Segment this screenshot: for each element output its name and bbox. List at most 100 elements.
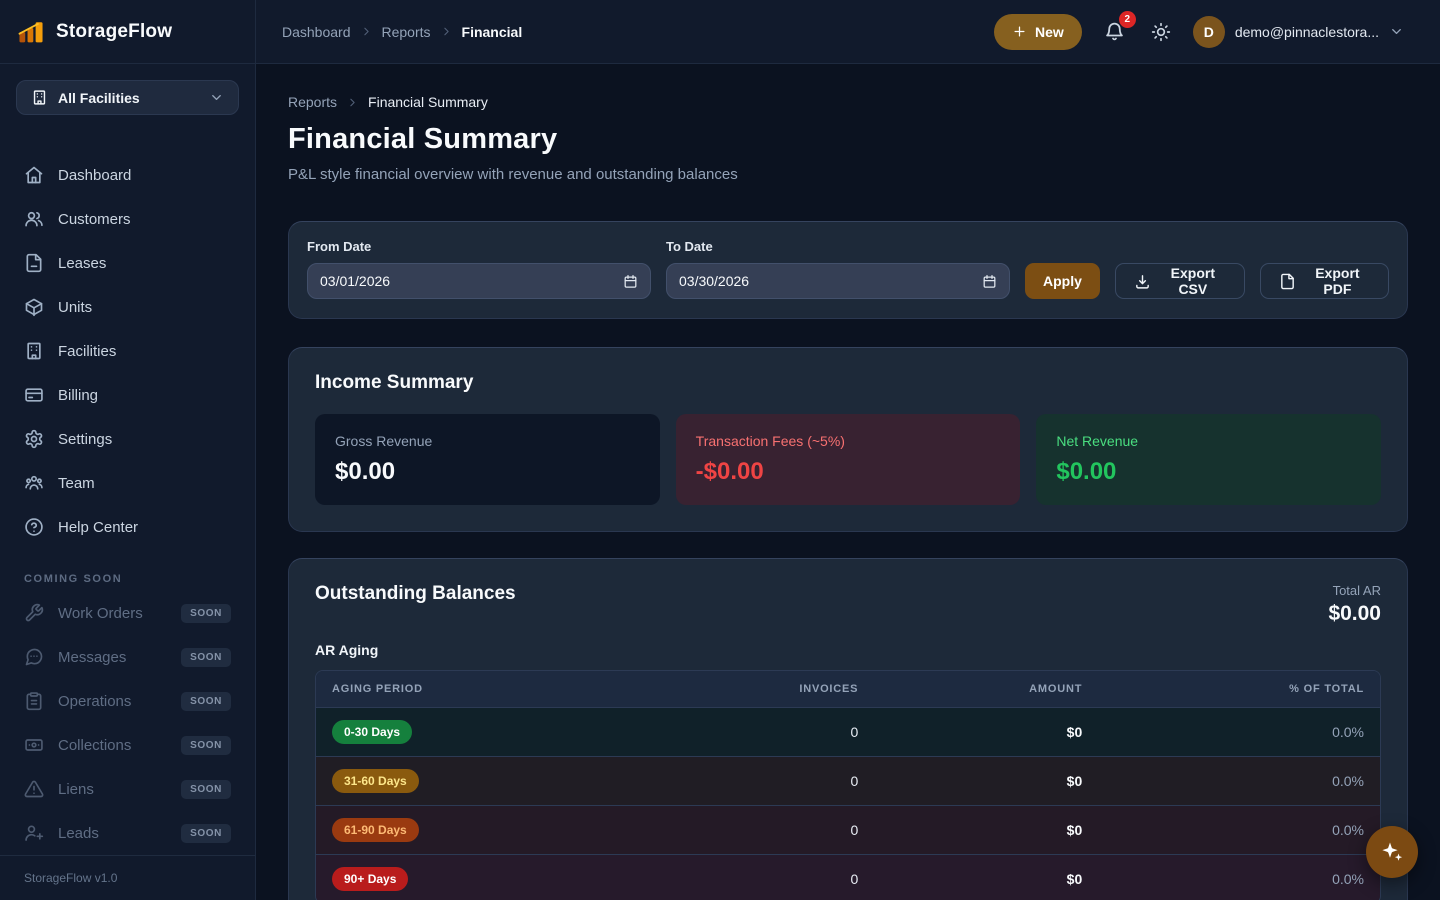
brand-name: StorageFlow (56, 20, 173, 42)
invoices-cell: 0 (850, 724, 859, 740)
new-button[interactable]: New (994, 13, 1082, 50)
plus-icon (1012, 24, 1027, 39)
soon-badge: SOON (181, 735, 231, 755)
total-ar-label: Total AR (1332, 583, 1381, 598)
income-stats: Gross Revenue $0.00 Transaction Fees (~5… (315, 414, 1382, 505)
to-date-value: 03/30/2026 (679, 273, 750, 289)
soon-badge: SOON (181, 779, 231, 799)
header-breadcrumb: Dashboard Reports Financial (256, 24, 522, 40)
stat-label: Net Revenue (1056, 433, 1139, 449)
sidebar-item-facilities[interactable]: Facilities (0, 329, 255, 373)
chevron-down-icon (209, 90, 224, 105)
sidebar-item-collections: Collections SOON (0, 723, 255, 767)
income-summary-card: Income Summary Gross Revenue $0.00 Trans… (288, 347, 1408, 532)
user-menu[interactable]: D demo@pinnaclestora... (1192, 15, 1404, 48)
app-version: StorageFlow v1.0 (0, 855, 255, 900)
breadcrumb-reports[interactable]: Reports (288, 94, 338, 110)
aging-period-cell: 0-30 Days (332, 720, 683, 744)
outstanding-title: Outstanding Balances (315, 583, 516, 604)
bell-icon (1104, 21, 1125, 42)
pct-cell: 0.0% (1332, 871, 1364, 887)
theme-toggle-button[interactable] (1147, 18, 1175, 46)
stat-value: $0.00 (335, 458, 396, 485)
users-icon (24, 209, 44, 229)
sidebar: All Facilities Dashboard Customers Lease… (0, 64, 256, 900)
table-row: 31-60 Days 0 $0 0.0% (316, 756, 1380, 805)
to-date-input[interactable]: 03/30/2026 (666, 263, 1010, 299)
notification-badge: 2 (1118, 11, 1136, 28)
calendar-icon[interactable] (982, 274, 997, 289)
sidebar-item-help-center[interactable]: Help Center (0, 505, 255, 549)
outstanding-header: Outstanding Balances Total AR $0.00 (315, 583, 1381, 626)
sidebar-item-billing[interactable]: Billing (0, 373, 255, 417)
sidebar-item-dashboard[interactable]: Dashboard (0, 153, 255, 197)
pct-cell: 0.0% (1332, 724, 1364, 740)
sidebar-item-leases[interactable]: Leases (0, 241, 255, 285)
facility-selector[interactable]: All Facilities (16, 80, 239, 115)
sidebar-item-team[interactable]: Team (0, 461, 255, 505)
sidebar-item-label: Customers (58, 210, 131, 228)
sidebar-item-units[interactable]: Units (0, 285, 255, 329)
export-csv-label: Export CSV (1170, 265, 1216, 297)
table-header-row: AGING PERIOD INVOICES AMOUNT % OF TOTAL (316, 671, 1380, 707)
breadcrumb-dashboard[interactable]: Dashboard (282, 23, 351, 40)
assistant-fab[interactable] (1366, 826, 1418, 878)
breadcrumb-financial-summary: Financial Summary (368, 94, 488, 110)
breadcrumb-reports[interactable]: Reports (381, 23, 431, 40)
chevron-down-icon (1389, 24, 1404, 39)
sidebar-item-messages: Messages SOON (0, 635, 255, 679)
filter-bar: From Date 03/01/2026 To Date 03/30/2026 … (288, 221, 1408, 319)
col-pct-of-total: % OF TOTAL (1289, 683, 1364, 695)
stat-label: Gross Revenue (335, 433, 433, 449)
from-date-label: From Date (307, 239, 372, 254)
amount-cell: $0 (1066, 773, 1083, 789)
sidebar-coming-soon-nav: Work Orders SOON Messages SOON Operation… (0, 591, 255, 855)
sidebar-item-label: Collections (58, 736, 132, 754)
top-header: StorageFlow Dashboard Reports Financial … (0, 0, 1440, 64)
aging-period-cell: 90+ Days (332, 867, 683, 891)
soon-badge: SOON (181, 823, 231, 843)
topbar-actions: New 2 D demo@pinnaclestora... (994, 11, 1440, 50)
calendar-icon[interactable] (623, 274, 638, 289)
total-ar: Total AR $0.00 (1328, 583, 1381, 626)
stat-value: -$0.00 (695, 458, 764, 485)
sidebar-item-label: Work Orders (58, 604, 143, 622)
brand[interactable]: StorageFlow (0, 0, 256, 63)
apply-button[interactable]: Apply (1025, 263, 1100, 299)
aging-badge: 61-90 Days (332, 818, 419, 842)
sidebar-item-leads: Leads SOON (0, 811, 255, 855)
sidebar-item-label: Help Center (58, 518, 139, 536)
from-date-input[interactable]: 03/01/2026 (307, 263, 651, 299)
export-csv-button[interactable]: Export CSV (1114, 263, 1245, 299)
to-date-label: To Date (666, 239, 713, 254)
aging-badge: 31-60 Days (332, 769, 419, 793)
notifications-button[interactable]: 2 (1100, 11, 1136, 46)
message-icon (24, 647, 44, 667)
sidebar-item-customers[interactable]: Customers (0, 197, 255, 241)
outstanding-balances-card: Outstanding Balances Total AR $0.00 AR A… (288, 558, 1408, 900)
col-invoices: INVOICES (799, 683, 859, 695)
sidebar-item-label: Billing (58, 386, 99, 404)
credit-card-icon (24, 385, 44, 405)
sidebar-item-label: Team (58, 474, 95, 492)
table-row: 0-30 Days 0 $0 0.0% (316, 707, 1380, 756)
breadcrumb-financial: Financial (461, 23, 523, 40)
sidebar-item-label: Leases (58, 254, 107, 272)
chevron-right-icon (440, 25, 453, 38)
sidebar-item-settings[interactable]: Settings (0, 417, 255, 461)
stat-value: $0.00 (1056, 458, 1117, 485)
sidebar-item-work-orders: Work Orders SOON (0, 591, 255, 635)
building-icon (24, 341, 44, 361)
clipboard-icon (24, 691, 44, 711)
col-amount: AMOUNT (1029, 683, 1083, 695)
pct-cell: 0.0% (1332, 773, 1364, 789)
export-pdf-button[interactable]: Export PDF (1259, 263, 1389, 299)
stat-gross-revenue: Gross Revenue $0.00 (315, 414, 660, 505)
aging-period-cell: 61-90 Days (332, 818, 683, 842)
amount-cell: $0 (1066, 871, 1083, 887)
team-icon (24, 473, 44, 493)
from-date-field: From Date 03/01/2026 (307, 239, 651, 299)
download-icon (1134, 273, 1151, 290)
sidebar-item-label: Leads (58, 824, 99, 842)
box-icon (24, 297, 44, 317)
